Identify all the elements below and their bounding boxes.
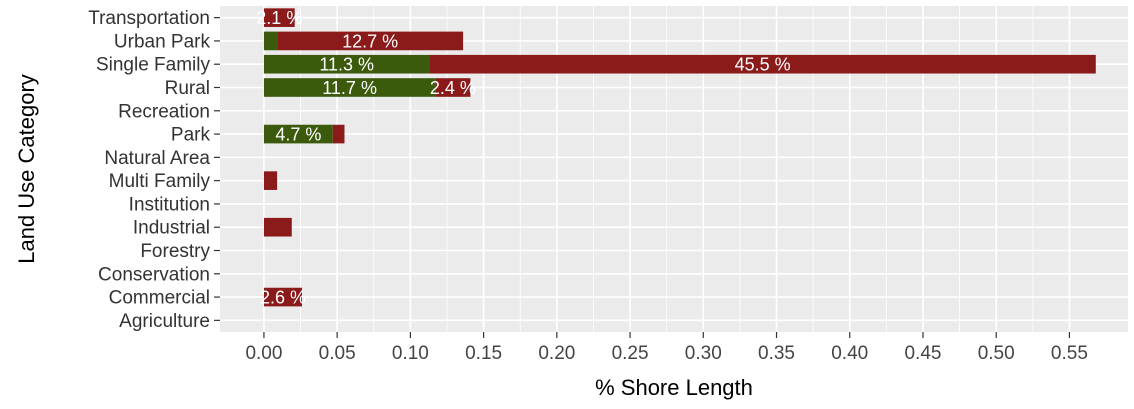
bar-segment	[263, 124, 333, 144]
x-tick-label: 0.25	[612, 343, 649, 364]
x-tick-label: 0.40	[831, 343, 868, 364]
y-tick-label: Urban Park	[114, 31, 211, 52]
bar-segment	[263, 287, 303, 307]
bar-labels: 2.1 % 12.7 % 11.3 % 45.5 % 11.7 % 2.4 % 4.7 % 2…	[256, 8, 790, 307]
y-tick-label: Industrial	[133, 218, 210, 239]
y-tick-label: Multi Family	[109, 171, 211, 192]
x-tick-label: 0.00	[245, 343, 282, 364]
bar-data-label: 4.7 %	[275, 125, 321, 145]
bar-data-label: 12.7 %	[342, 31, 398, 51]
x-tick-label: 0.20	[538, 343, 575, 364]
bar-segment	[263, 78, 436, 97]
bars	[263, 8, 1096, 307]
bar-segment	[435, 78, 471, 97]
y-tick-label: Transportation	[88, 8, 210, 29]
y-tick-label: Institution	[129, 194, 210, 215]
bar-data-label: 45.5 %	[735, 55, 791, 75]
bar-segment	[429, 54, 1096, 74]
y-tick-label: Commercial	[109, 288, 210, 309]
y-tick-label: Park	[171, 125, 211, 146]
y-tick-label: Recreation	[118, 101, 210, 122]
bar-data-label: 11.7 %	[322, 78, 377, 98]
x-axis: 0.00 0.05 0.10 0.15 0.20 0.25 0.30 0.35 0.40 0.45…	[245, 332, 1088, 364]
y-tick-label: Conservation	[98, 264, 210, 285]
y-tick-label: Forestry	[140, 241, 210, 262]
y-tick-label: Agriculture	[119, 311, 210, 332]
x-tick-label: 0.35	[758, 343, 795, 364]
bar-segment	[332, 124, 345, 144]
x-tick-label: 0.50	[978, 343, 1015, 364]
bar-segment	[263, 8, 295, 27]
x-tick-label: 0.55	[1051, 343, 1088, 364]
x-tick-label: 0.05	[319, 343, 356, 364]
x-tick-label: 0.10	[392, 343, 429, 364]
y-tick-label: Single Family	[96, 55, 211, 76]
bar-segment	[277, 31, 464, 51]
bar-data-label: 2.1 %	[256, 8, 302, 28]
bar-segment	[263, 217, 292, 237]
y-tick-label: Natural Area	[104, 148, 210, 169]
x-tick-label: 0.15	[465, 343, 502, 364]
bar-segment	[263, 54, 430, 74]
bar-data-label: 2.6 %	[260, 288, 306, 308]
bar-data-label: 11.3 %	[319, 55, 374, 75]
y-tick-label: Rural	[165, 78, 210, 99]
x-tick-label: 0.45	[904, 343, 941, 364]
bar-segment	[263, 171, 278, 190]
y-axis-title: Land Use Category	[14, 74, 39, 264]
bar-data-label: 2.4 %	[430, 78, 476, 98]
x-tick-label: 0.30	[685, 343, 722, 364]
x-axis-title: % Shore Length	[595, 375, 753, 400]
bar-segment	[263, 31, 278, 51]
